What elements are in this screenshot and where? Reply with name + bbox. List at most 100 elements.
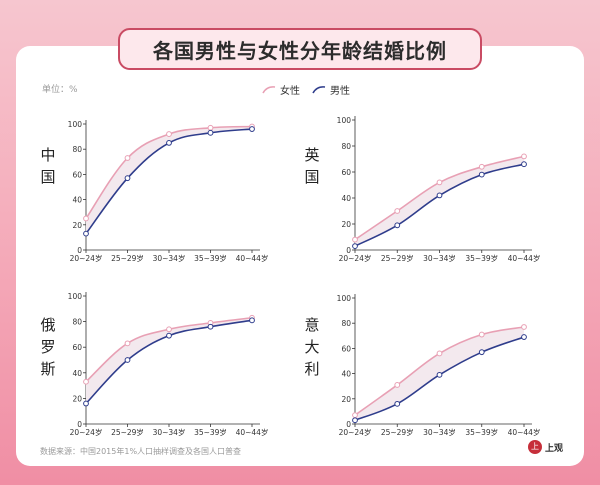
country-label-char: 意 [304, 316, 319, 334]
legend: 女性 男性 [262, 82, 350, 97]
female-data-point [352, 236, 358, 243]
y-tick-label: 100 [337, 294, 352, 303]
y-tick-label: 0 [346, 246, 351, 255]
female-data-point [521, 153, 527, 160]
x-tick-label: 40~44岁 [508, 427, 541, 437]
logo-mark: 上 [528, 440, 542, 454]
legend-item-male: 男性 [312, 82, 350, 97]
male-data-point [521, 334, 527, 340]
male-data-point [352, 243, 358, 250]
male-data-point [207, 323, 214, 330]
male-data-point [124, 175, 131, 182]
logo-text: 上观 [545, 443, 564, 454]
x-tick-label: 20~24岁 [70, 253, 103, 263]
male-data-point [352, 417, 358, 424]
y-tick-label: 100 [68, 292, 83, 301]
x-tick-label: 40~44岁 [508, 253, 541, 263]
male-series-line [354, 163, 525, 247]
x-tick-label: 35~39岁 [194, 253, 227, 263]
x-tick-label: 25~29岁 [111, 427, 144, 437]
x-tick-label: 20~24岁 [70, 427, 103, 437]
source-note: 数据来源：中国2015年1%人口抽样调查及各国人口普查 [40, 447, 242, 456]
x-tick-label: 30~34岁 [153, 253, 186, 263]
y-tick-label: 60 [341, 344, 351, 353]
male-data-point [83, 230, 89, 237]
x-tick-label: 30~34岁 [153, 427, 186, 437]
x-tick-label: 20~24岁 [339, 253, 372, 263]
male-data-point [166, 140, 172, 146]
male-data-point [478, 171, 485, 178]
female-data-point [436, 179, 443, 186]
country-label-char: 国 [304, 168, 319, 186]
male-data-point [124, 357, 131, 363]
y-tick-label: 0 [346, 420, 351, 429]
x-tick-label: 30~34岁 [423, 253, 456, 263]
y-tick-label: 20 [72, 394, 82, 403]
chart-panel: 英国 0 20 40 60 80 100 20~24岁 25~29岁 30~34岁 35~39岁 40… [304, 116, 540, 263]
x-tick-label: 30~34岁 [423, 427, 456, 437]
x-tick-label: 35~39岁 [194, 427, 227, 437]
female-data-point [124, 155, 131, 161]
x-tick-label: 25~29岁 [381, 253, 414, 263]
male-data-point [478, 349, 485, 356]
country-label: 俄罗斯 [40, 316, 55, 378]
male-data-point [83, 400, 89, 407]
male-line-icon [312, 85, 326, 93]
country-label-char: 利 [304, 360, 319, 378]
chart-panel: 中国 0 20 40 60 80 100 20~24岁 25~29岁 30~34岁 35~39岁 40… [40, 120, 268, 263]
y-tick-label: 80 [72, 318, 82, 327]
male-data-point [249, 126, 255, 132]
content-card [16, 46, 584, 466]
male-data-point [436, 192, 443, 199]
male-data-point [207, 129, 214, 136]
chart-panel: 意大利 0 20 40 60 80 100 20~24岁 25~29岁 30~34岁 35~39岁 4… [304, 294, 540, 437]
y-tick-label: 40 [72, 369, 82, 378]
female-data-point [394, 382, 401, 388]
legend-item-female: 女性 [262, 82, 300, 97]
female-data-point [478, 331, 485, 338]
y-tick-label: 80 [341, 319, 351, 328]
country-label: 英国 [304, 146, 319, 186]
male-data-point [394, 400, 401, 407]
country-label-char: 英 [304, 146, 319, 164]
female-data-point [436, 350, 443, 357]
female-data-point [166, 131, 172, 137]
x-tick-label: 25~29岁 [111, 253, 144, 263]
female-data-point [83, 378, 89, 385]
y-tick-label: 40 [341, 370, 351, 379]
country-label-char: 罗 [40, 338, 55, 356]
female-data-point [124, 340, 131, 347]
y-tick-label: 20 [72, 221, 82, 230]
female-data-point [394, 208, 401, 214]
y-tick-label: 60 [72, 343, 82, 352]
country-label-char: 中 [40, 146, 55, 164]
country-label: 中国 [40, 146, 55, 186]
gap-area [86, 126, 252, 234]
x-tick-label: 40~44岁 [236, 427, 269, 437]
male-data-point [394, 222, 401, 229]
publisher-logo: 上 上观 [528, 440, 563, 454]
female-data-point [352, 412, 358, 419]
chart-panel: 俄罗斯 0 20 40 60 80 100 20~24岁 25~29岁 30~34岁 35~39岁 4… [40, 292, 268, 437]
male-data-point [521, 161, 527, 168]
male-data-point [436, 371, 443, 378]
x-tick-label: 35~39岁 [465, 427, 498, 437]
y-tick-label: 40 [341, 194, 351, 203]
country-label-char: 大 [304, 338, 319, 356]
y-tick-label: 80 [341, 142, 351, 151]
x-tick-label: 40~44岁 [236, 253, 269, 263]
y-tick-label: 20 [341, 395, 351, 404]
y-tick-label: 80 [72, 145, 82, 154]
country-label-char: 国 [40, 168, 55, 186]
male-data-point [166, 332, 172, 339]
x-tick-label: 35~39岁 [465, 253, 498, 263]
female-data-point [83, 215, 89, 222]
country-label-char: 俄 [40, 316, 55, 334]
legend-label-male: 男性 [330, 86, 350, 97]
y-tick-label: 0 [77, 420, 82, 429]
y-tick-label: 40 [72, 196, 82, 205]
x-tick-label: 20~24岁 [339, 427, 372, 437]
female-data-point [166, 326, 172, 333]
y-tick-label: 100 [68, 120, 83, 129]
